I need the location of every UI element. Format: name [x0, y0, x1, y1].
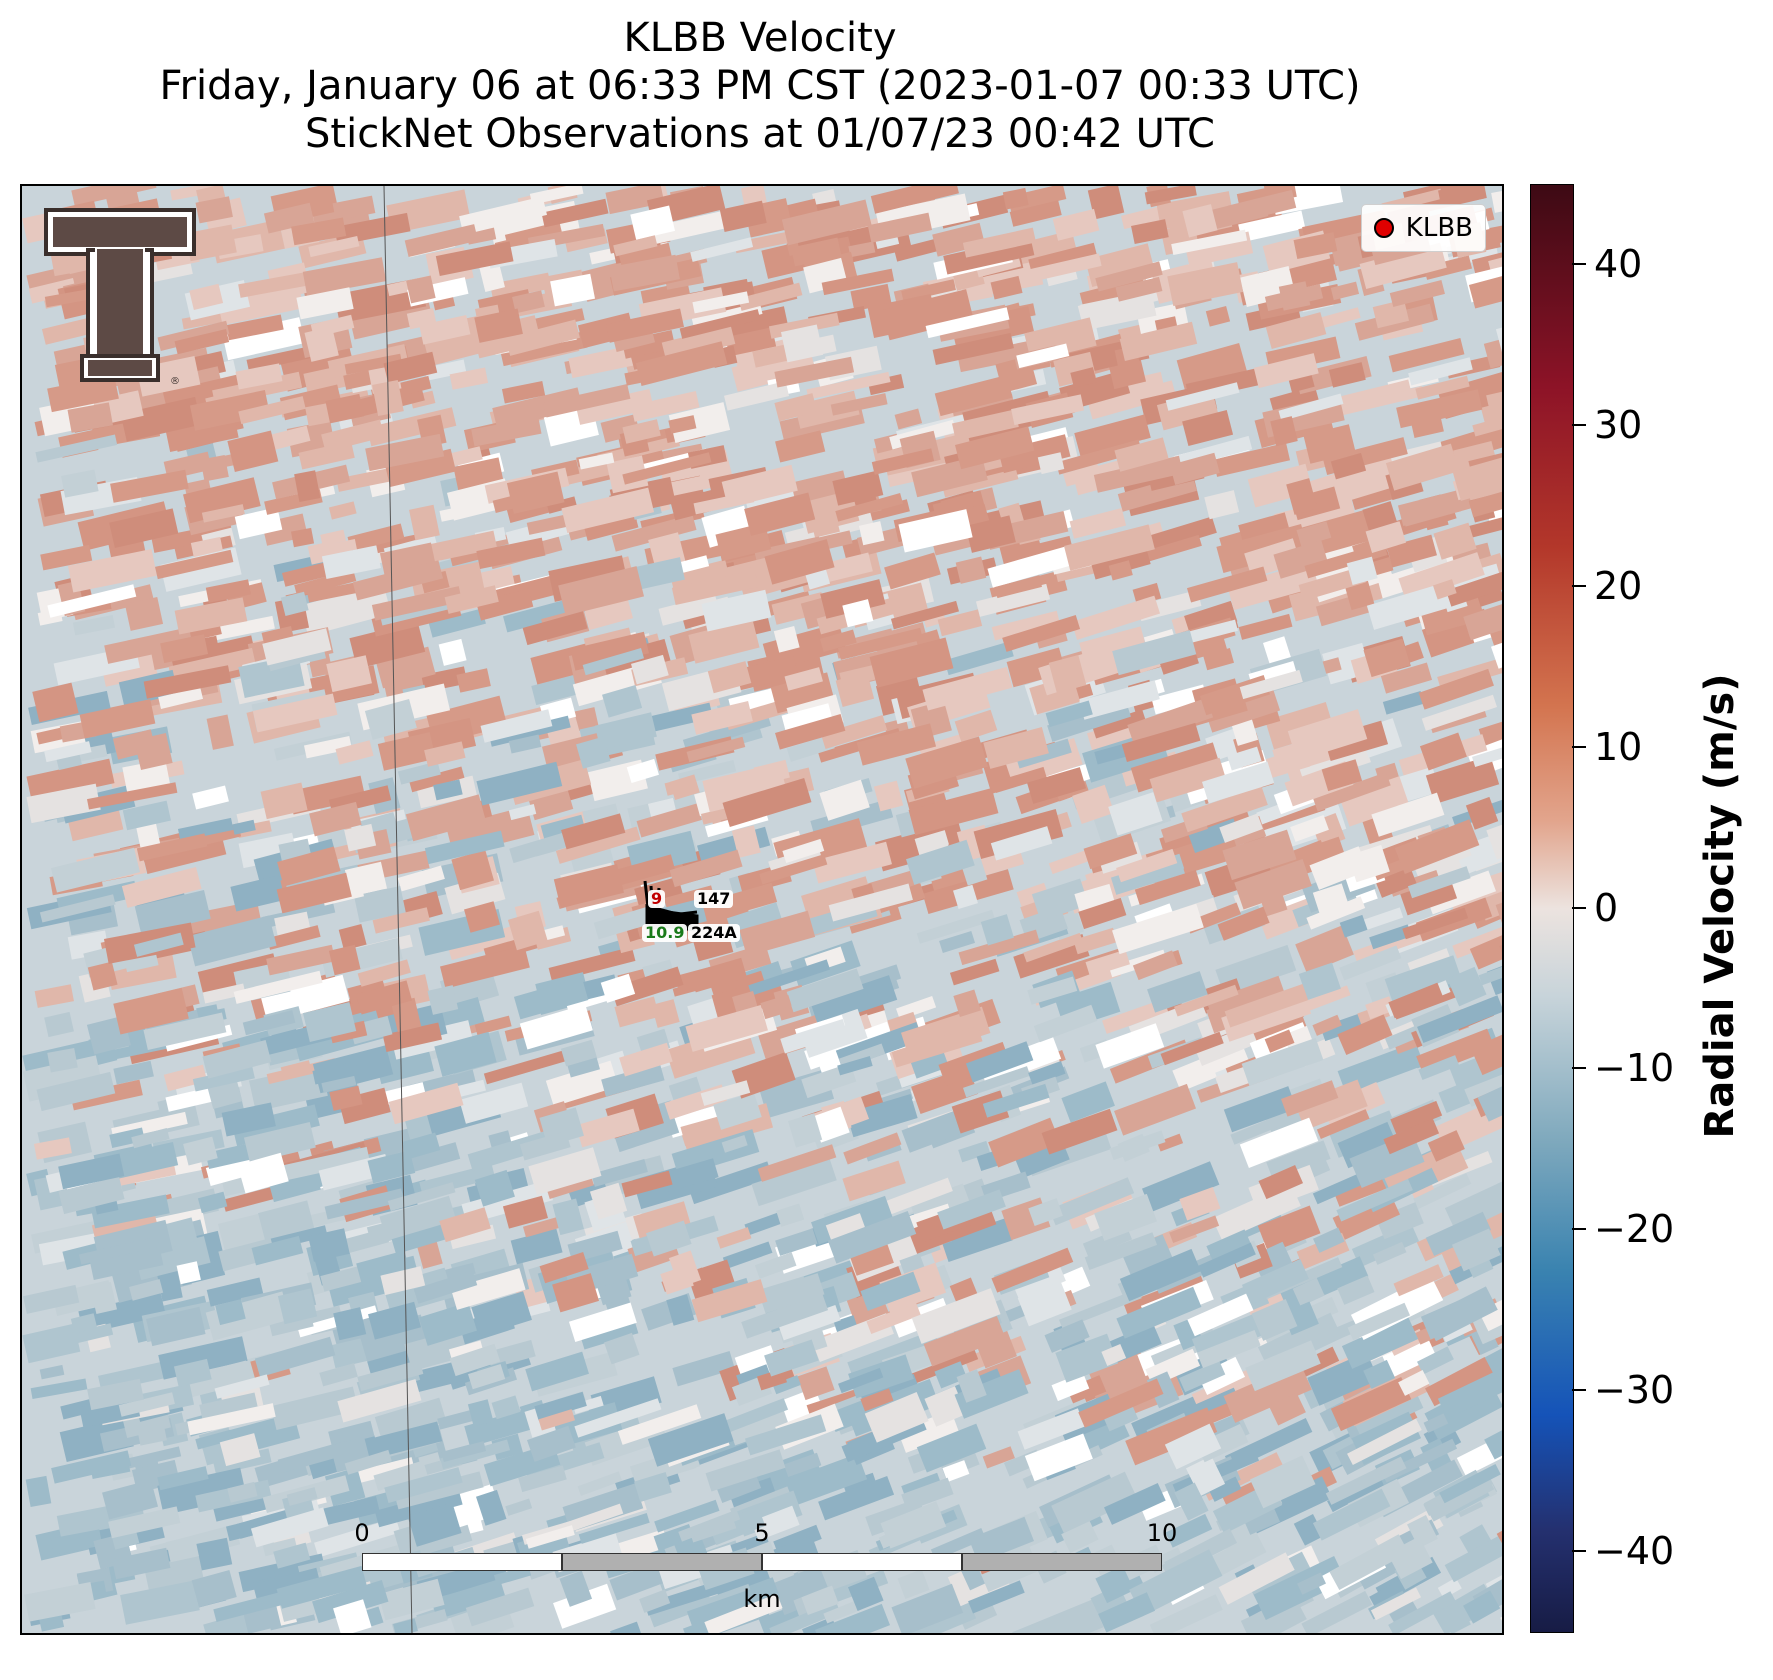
colorbar-tick	[1572, 263, 1586, 266]
colorbar-tick-label: −20	[1594, 1207, 1675, 1252]
colorbar-tick-label: 0	[1594, 885, 1619, 930]
colorbar-tick	[1572, 584, 1586, 587]
obs-value: 10.9	[645, 923, 685, 942]
colorbar-tick	[1572, 906, 1586, 909]
colorbar-tick-label: −10	[1594, 1046, 1675, 1091]
station-label-224a: 224A	[688, 924, 740, 942]
texas-tech-logo-icon: ®	[42, 206, 202, 390]
observation-value-147: 9	[648, 889, 666, 908]
colorbar-tick	[1572, 1549, 1586, 1552]
radar-velocity-field	[22, 186, 1502, 1633]
klbb-marker-icon	[1373, 218, 1394, 238]
scale-segment	[962, 1553, 1162, 1571]
figure-title: KLBB Velocity Friday, January 06 at 06:3…	[0, 14, 1520, 158]
scale-tick-10: 10	[1146, 1519, 1178, 1547]
svg-text:®: ®	[170, 376, 180, 386]
colorbar-tick-label: −40	[1594, 1528, 1675, 1573]
colorbar-tick-label: 30	[1594, 403, 1643, 448]
scale-tick-5: 5	[754, 1519, 770, 1547]
colorbar	[1530, 184, 1574, 1633]
colorbar-tick	[1572, 424, 1586, 427]
obs-value: 9	[651, 889, 663, 908]
scale-segment	[562, 1553, 762, 1571]
colorbar-tick-label: 40	[1594, 242, 1643, 287]
scale-tick-0: 0	[354, 1519, 370, 1547]
station-label-147: 147	[694, 890, 734, 908]
title-line-3: StickNet Observations at 01/07/23 00:42 …	[305, 111, 1215, 157]
colorbar-tick	[1572, 1388, 1586, 1391]
colorbar-tick-label: 20	[1594, 563, 1643, 608]
map-legend: KLBB	[1360, 204, 1486, 252]
title-line-2: Friday, January 06 at 06:33 PM CST (2023…	[159, 63, 1361, 109]
scale-bar: 0 5 10 km	[354, 1513, 1177, 1633]
colorbar-tick-label: −30	[1594, 1367, 1675, 1412]
title-line-1: KLBB Velocity	[623, 15, 897, 61]
observation-value-224a: 10.9	[642, 923, 688, 942]
scale-unit: km	[743, 1585, 781, 1613]
scale-segment	[762, 1553, 962, 1571]
county-boundary-line	[383, 186, 413, 1633]
colorbar-tick-label: 10	[1594, 724, 1643, 769]
colorbar-title: Radial Velocity (m/s)	[1697, 673, 1743, 1139]
colorbar-tick	[1572, 745, 1586, 748]
radar-map[interactable]: ® KLBB 9 147 10.9 224A 0 5 10 km	[20, 184, 1504, 1635]
colorbar-tick	[1572, 1067, 1586, 1070]
legend-label: KLBB	[1405, 213, 1473, 243]
colorbar-tick	[1572, 1228, 1586, 1231]
scale-segment	[362, 1553, 562, 1571]
